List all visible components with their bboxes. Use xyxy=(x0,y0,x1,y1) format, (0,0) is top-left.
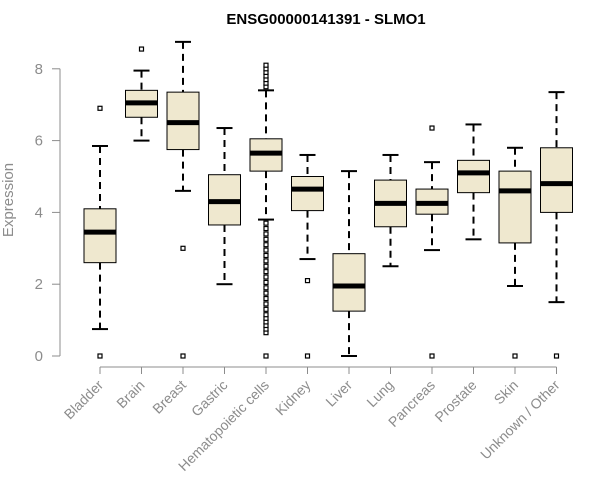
x-tick-label: Breast xyxy=(149,377,189,417)
box-iqr xyxy=(332,253,366,312)
box-group xyxy=(415,125,449,359)
outlier-point xyxy=(553,353,560,359)
outlier-point xyxy=(263,290,269,296)
box-group xyxy=(249,62,283,359)
outlier-point xyxy=(263,263,269,269)
box-iqr xyxy=(540,147,573,213)
outlier-point xyxy=(304,278,311,284)
outlier-point xyxy=(263,252,269,259)
x-tick-label: Unknown / Other xyxy=(477,377,563,463)
outlier-point xyxy=(180,245,186,251)
y-tick-label: 4 xyxy=(35,204,43,221)
y-tick-label: 8 xyxy=(35,61,43,78)
box-group xyxy=(291,153,324,359)
outlier-point xyxy=(263,295,269,302)
outlier-point xyxy=(263,242,269,248)
box-group xyxy=(332,170,366,357)
outlier-point xyxy=(97,353,103,359)
outlier-point xyxy=(97,105,103,111)
y-axis: 0 2 4 6 8 xyxy=(35,61,61,365)
outlier-point xyxy=(138,46,145,52)
x-tick-label: Lung xyxy=(363,377,396,410)
box-group xyxy=(374,153,407,268)
plot-area xyxy=(83,40,573,359)
outlier-point xyxy=(429,353,435,359)
outlier-point xyxy=(429,125,435,131)
box-group xyxy=(540,91,573,359)
y-tick-label: 6 xyxy=(35,133,43,150)
outlier-point xyxy=(512,353,518,359)
outlier-point xyxy=(180,353,186,359)
outlier-point xyxy=(263,247,269,253)
box-group xyxy=(83,105,117,359)
x-tick-label: Bladder xyxy=(61,377,107,423)
outlier-point xyxy=(263,231,269,237)
x-tick-label: Skin xyxy=(491,377,522,408)
outlier-point xyxy=(263,274,269,280)
outlier-point xyxy=(263,306,269,312)
outlier-point xyxy=(263,279,269,286)
outlier-point xyxy=(263,225,269,232)
outlier-point xyxy=(263,312,269,318)
box-group xyxy=(125,46,158,142)
box-iqr xyxy=(457,159,490,194)
box-group xyxy=(498,146,532,359)
box-iqr xyxy=(498,170,532,244)
x-tick-label: Prostate xyxy=(431,377,479,425)
outlier-point xyxy=(263,236,269,242)
box-group xyxy=(166,40,200,359)
y-tick-label: 0 xyxy=(35,348,43,365)
outlier-point xyxy=(304,353,311,359)
outlier-point xyxy=(263,62,269,68)
y-axis-label: Expression xyxy=(0,163,17,237)
outlier-point xyxy=(263,301,269,307)
x-tick-label: Kidney xyxy=(272,377,314,419)
x-tick-label: Liver xyxy=(322,377,355,410)
x-tick-label: Brain xyxy=(113,377,147,411)
outlier-point xyxy=(263,220,269,226)
outlier-point xyxy=(263,258,269,264)
y-tick-label: 2 xyxy=(35,276,43,293)
box-group xyxy=(208,127,241,286)
outlier-point xyxy=(263,285,269,291)
box-iqr xyxy=(291,176,324,212)
outlier-point xyxy=(263,269,269,275)
outlier-point xyxy=(263,353,269,359)
box-group xyxy=(457,123,490,241)
box-iqr xyxy=(83,208,117,264)
chart-title: ENSG00000141391 - SLMO1 xyxy=(226,11,425,28)
